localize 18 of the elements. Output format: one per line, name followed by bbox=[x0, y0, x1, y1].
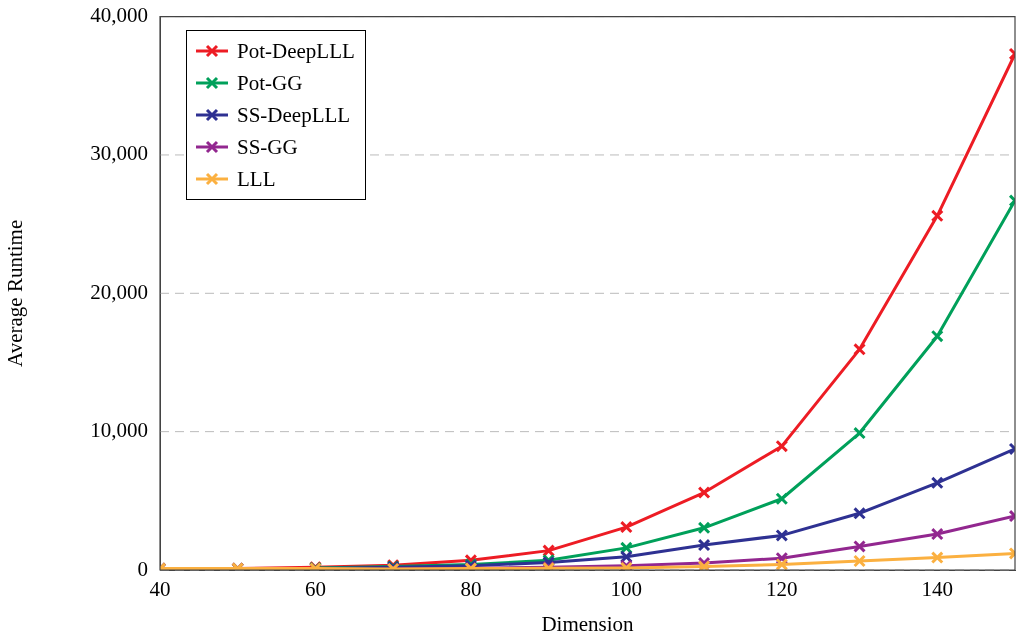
legend-label: Pot-DeepLLL bbox=[237, 38, 355, 65]
x-tick-label: 100 bbox=[610, 577, 643, 602]
y-tick-label: 0 bbox=[137, 556, 148, 581]
legend-label: Pot-GG bbox=[237, 70, 303, 97]
x-axis-title: Dimension bbox=[541, 611, 635, 636]
x-tick-label: 80 bbox=[460, 577, 482, 602]
y-tick-label: 30,000 bbox=[90, 141, 148, 166]
y-tick-label: 20,000 bbox=[90, 279, 148, 304]
x-tick-label: 120 bbox=[766, 577, 798, 602]
x-tick-label: 140 bbox=[921, 577, 954, 602]
y-axis-title: Average Runtime bbox=[3, 219, 28, 367]
x-tick-label: 40 bbox=[149, 577, 171, 602]
legend-label: SS-GG bbox=[237, 134, 298, 161]
legend-label: SS-DeepLLL bbox=[237, 102, 351, 129]
x-tick-label: 60 bbox=[304, 577, 326, 602]
legend-label: LLL bbox=[237, 166, 276, 193]
y-tick-label: 10,000 bbox=[90, 418, 148, 443]
y-tick-label: 40,000 bbox=[90, 3, 148, 28]
